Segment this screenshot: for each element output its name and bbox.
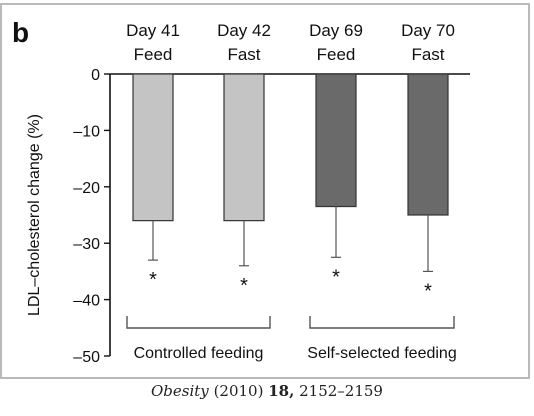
bar [315, 73, 357, 208]
group-label: Controlled feeding [134, 345, 264, 362]
group-bracket [309, 316, 455, 329]
group-label: Self-selected feeding [307, 345, 456, 362]
group-brackets: Controlled feeding Self-selected feeding [126, 316, 457, 362]
y-axis-label: LDL–cholesterol change (%) [26, 114, 43, 316]
significance-star: * [332, 266, 340, 288]
citation: Obesity (2010) 18, 2152–2159 [0, 382, 534, 400]
citation-year: (2010) [213, 382, 264, 400]
citation-volume: 18, [268, 382, 295, 400]
bars [132, 73, 449, 222]
bar [223, 73, 265, 222]
significance-marks: * * * * [149, 266, 432, 302]
citation-pages: 2152–2159 [299, 382, 383, 400]
category-label-day: Day 69 [309, 21, 363, 40]
citation-journal: Obesity [151, 382, 209, 400]
category-label-condition: Feed [317, 45, 356, 64]
y-tick-label: –30 [73, 236, 100, 253]
category-label-day: Day 70 [401, 21, 455, 40]
y-tick-label: 0 [91, 67, 100, 84]
category-label-condition: Fast [411, 45, 444, 64]
category-label-day: Day 42 [217, 21, 271, 40]
panel-label: b [12, 17, 29, 48]
y-tick-label: –50 [73, 349, 100, 366]
y-tick-label: –10 [73, 123, 100, 140]
y-tick-label: –20 [73, 180, 100, 197]
significance-star: * [240, 275, 248, 297]
bar [407, 73, 449, 216]
y-tick-label: –40 [73, 293, 100, 310]
category-labels: Day 41 Feed Day 42 Fast Day 69 Feed Day 70 Fast [126, 21, 455, 64]
bar [132, 73, 174, 222]
category-label-day: Day 41 [126, 21, 180, 40]
error-bars [148, 206, 433, 272]
category-label-condition: Fast [227, 45, 260, 64]
group-bracket [126, 316, 271, 329]
category-label-condition: Feed [134, 45, 173, 64]
significance-star: * [149, 269, 157, 291]
significance-star: * [424, 280, 432, 302]
